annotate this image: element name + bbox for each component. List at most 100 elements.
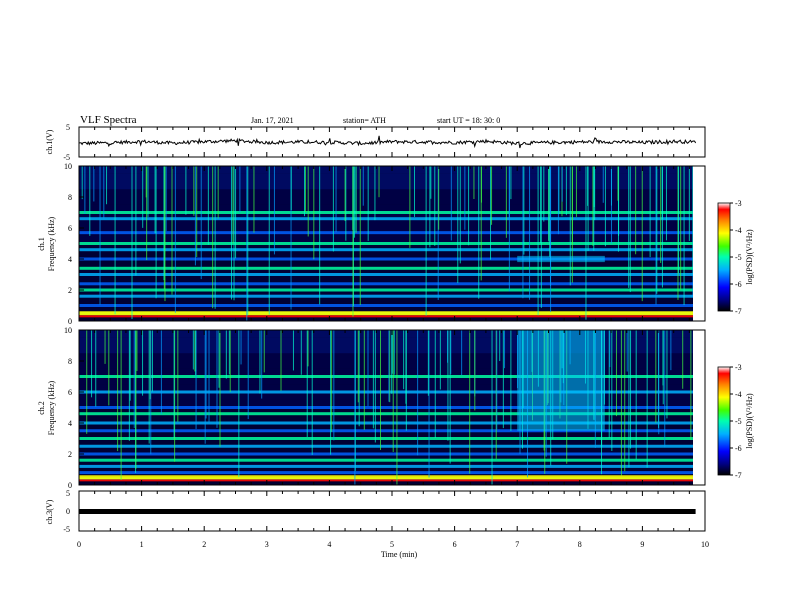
spec2-sferic	[195, 330, 197, 376]
spec1-sferic	[253, 166, 255, 233]
spec1-sferic	[362, 166, 364, 206]
colorbar-tick-label: -5	[735, 253, 742, 262]
spec2-sferic	[173, 330, 175, 438]
spec1-sferic	[548, 166, 550, 242]
spec2-sferic	[682, 330, 684, 389]
spec1-sferic	[335, 166, 337, 233]
spec2-sferic	[474, 330, 476, 411]
spec1-sferic	[146, 166, 148, 261]
spec1-sferic	[374, 166, 376, 221]
spec1-sferic	[575, 166, 577, 217]
spec2-sferic	[195, 330, 197, 430]
spec2-noise-band	[79, 353, 693, 361]
spec2-sferic	[405, 330, 407, 431]
spec1-sferic	[378, 166, 380, 198]
spec2-band	[79, 464, 693, 468]
spec2-sferic	[330, 330, 332, 455]
spec2-sferic	[117, 330, 119, 452]
spec1-sferic	[345, 166, 347, 241]
spec2-sferic	[374, 330, 376, 443]
spec1-sferic	[571, 166, 573, 245]
spec2-sferic	[311, 330, 313, 455]
spec1-sferic	[414, 166, 416, 217]
colorbar-tick-label: -7	[735, 307, 742, 316]
spec2-band	[79, 475, 693, 480]
spec1-sferic	[594, 166, 596, 221]
spec1-sferic	[268, 166, 270, 315]
spec1-sferic	[617, 166, 619, 201]
station-label: station= ATH	[343, 116, 386, 125]
spec1-band	[79, 282, 693, 286]
spec1-sferic	[232, 166, 234, 244]
spec1-sferic	[147, 166, 149, 218]
spec2-sferic	[624, 330, 626, 472]
spec1-sferic	[434, 166, 436, 246]
spec2-sferic	[358, 330, 360, 427]
ch3-ytick-bottom: -5	[63, 525, 70, 534]
spec1-sferic	[304, 166, 306, 213]
ch3-series-line	[79, 509, 696, 514]
spec1-sferic	[196, 166, 198, 258]
spec2-sferic	[354, 330, 356, 485]
spec2-ytick-label: 2	[68, 450, 72, 459]
spec2-sferic	[136, 330, 138, 372]
spec1-ylabel: Frequency (kHz)	[47, 216, 56, 271]
ch3-ytick-top: 5	[66, 489, 70, 498]
spec2-sferic	[392, 330, 394, 452]
spec2-band	[79, 437, 693, 440]
spec2-sferic	[91, 330, 93, 398]
colorbar-2: -3 -4 -5 -6 -7 log(PSD)(V²/Hz)	[717, 363, 754, 480]
spec1-content	[79, 166, 705, 321]
colorbar-tick-label: -7	[735, 471, 742, 480]
spec2-sferic	[434, 330, 436, 438]
spec1-sferic	[359, 166, 361, 305]
spec1-sferic	[569, 166, 571, 286]
spec2-sferic	[611, 330, 613, 451]
spec1-sferic	[174, 166, 176, 313]
colorbar-gradient	[717, 366, 731, 476]
spec1-noise-band	[79, 189, 693, 197]
spec1-sferic	[344, 166, 346, 222]
spec1-sferic	[617, 166, 619, 252]
spec1-sferic	[602, 166, 604, 203]
spec2-sferic	[635, 330, 637, 460]
spec2-sferic	[609, 330, 611, 368]
colorbar-tick-label: -3	[735, 363, 742, 372]
start-time-label: start UT = 18: 30: 0	[437, 116, 500, 125]
spec2-sferic	[388, 330, 390, 402]
spec1-sferic	[655, 166, 657, 305]
spec1-sferic	[114, 166, 116, 315]
spec1-sferic	[464, 166, 466, 230]
spec2-sferic	[690, 330, 692, 440]
spec1-sferic	[163, 166, 165, 281]
spec2-sferic	[491, 330, 493, 485]
spec2-sferic	[247, 330, 249, 420]
chart-title: VLF Spectra	[80, 114, 137, 126]
spec1-sferic	[106, 166, 108, 205]
spec1-band	[79, 257, 693, 261]
spec1-ytick-label: 4	[68, 255, 72, 264]
spec1-sferic	[491, 166, 493, 225]
spec1-ytick-label: 8	[68, 193, 72, 202]
x-tick-label: 1	[140, 540, 144, 549]
spec2-noise-band	[79, 368, 693, 377]
colorbar-label: log(PSD)(V²/Hz)	[745, 229, 754, 285]
spec1-sferic	[522, 166, 524, 299]
spec1-sferic	[154, 166, 156, 234]
spec1-band	[79, 311, 693, 316]
ch1-ylabel: ch.1(V)	[45, 129, 54, 154]
spec2-sferic	[367, 330, 369, 407]
spec1-sferic	[142, 166, 144, 228]
spec1-sferic	[212, 166, 214, 309]
spec1-sferic	[549, 166, 551, 257]
spec2-sferic	[142, 330, 144, 396]
spec1-sferic	[656, 166, 658, 294]
spec1-sferic	[549, 166, 551, 286]
spec1-sferic	[164, 166, 166, 302]
spec2-sferic	[495, 330, 497, 459]
spec1-band	[79, 294, 693, 298]
spec1-sferic	[585, 166, 587, 320]
spec2-sferic	[160, 330, 162, 415]
spec2-band	[79, 421, 693, 425]
spec2-noise-band	[79, 361, 693, 369]
